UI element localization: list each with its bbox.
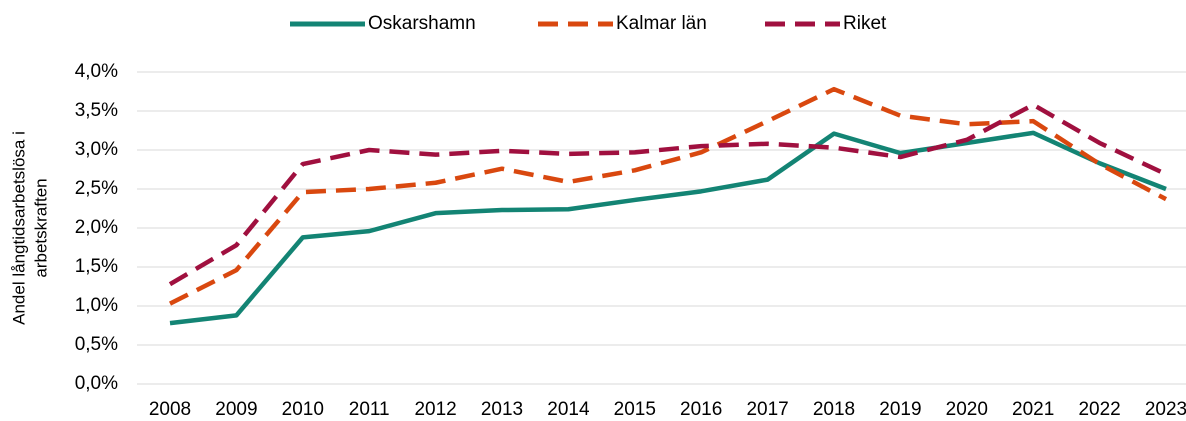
x-tick-label: 2020 [946,399,988,420]
x-tick-label: 2018 [813,399,855,420]
y-axis-label: arbetskraften [31,178,50,277]
y-tick-label: 1,0% [75,295,118,316]
y-tick-label: 3,0% [75,139,118,160]
x-tick-label: 2022 [1078,399,1120,420]
x-tick-label: 2014 [547,399,590,420]
x-tick-label: 2011 [349,399,390,420]
x-tick-label: 2013 [481,399,523,420]
x-tick-label: 2023 [1145,399,1186,420]
legend-label: Kalmar län [616,13,707,34]
legend-label: Riket [843,13,887,34]
x-tick-label: 2019 [879,399,921,420]
data-line [169,130,1167,326]
y-tick-label: 4,0% [75,61,118,82]
legend-label: Oskarshamn [368,13,476,34]
y-tick-label: 2,5% [75,178,118,199]
data-line [168,102,1167,287]
x-tick-label: 2015 [614,399,656,420]
x-tick-label: 2012 [414,399,456,420]
x-tick-label: 2010 [282,399,324,420]
x-tick-label: 2008 [149,399,191,420]
y-tick-label: 2,0% [75,217,118,238]
x-tick-label: 2016 [680,399,722,420]
x-tick-label: 2009 [215,399,257,420]
y-tick-label: 3,5% [75,100,118,121]
y-tick-label: 0,0% [75,373,118,394]
y-axis-label: Andel långtidsarbetslösa i [9,131,28,325]
y-tick-label: 0,5% [75,334,118,355]
y-tick-label: 1,5% [75,256,118,277]
x-tick-label: 2017 [746,399,788,420]
x-tick-label: 2021 [1012,399,1054,420]
